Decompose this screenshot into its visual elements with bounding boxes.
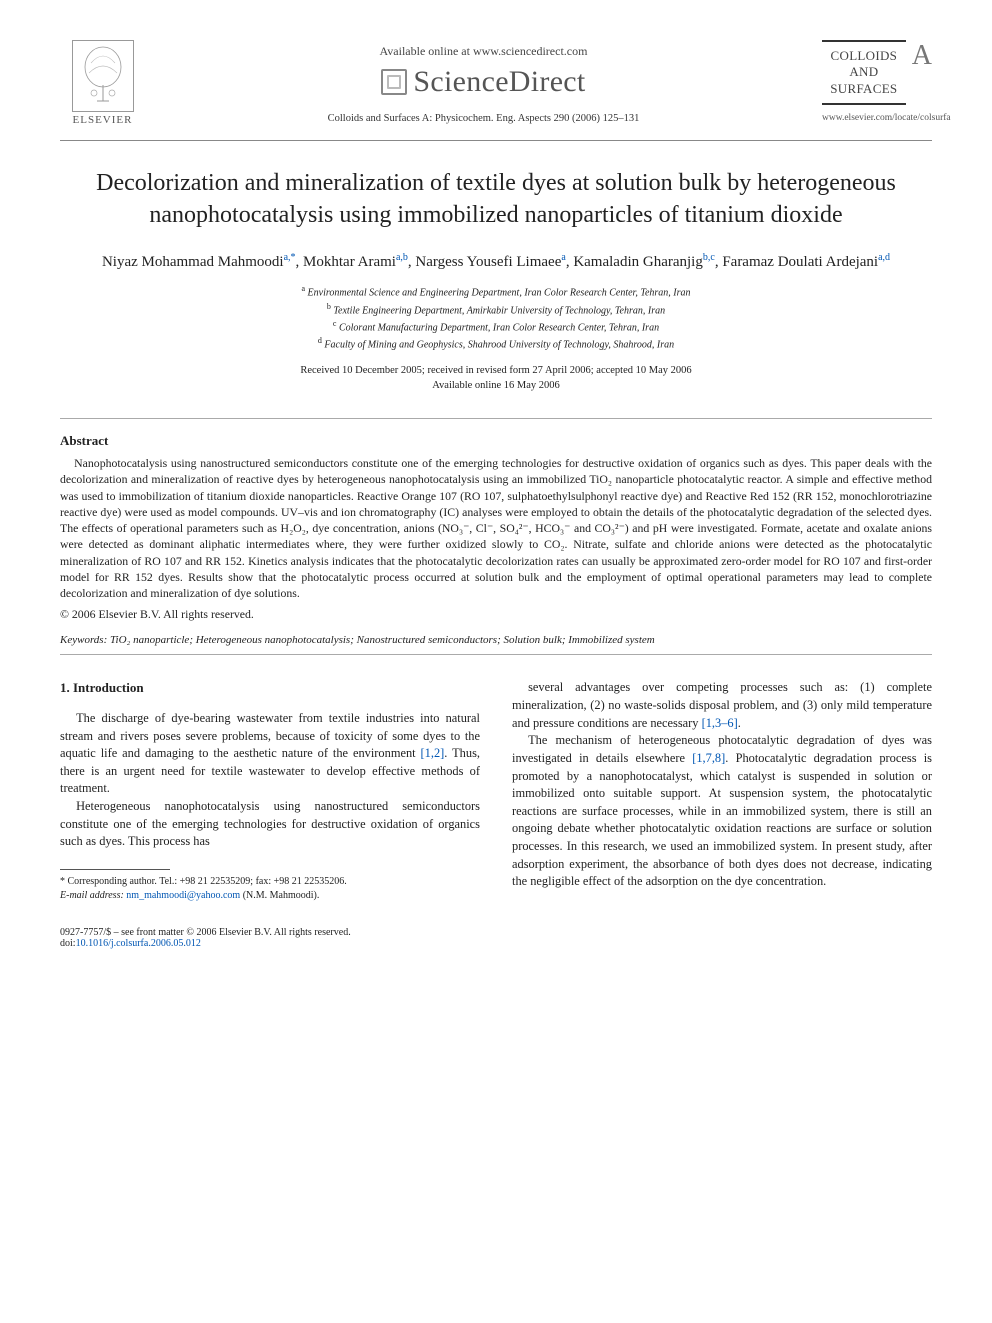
author-affil-mark[interactable]: a,d — [878, 252, 890, 263]
corresponding-author-text: * Corresponding author. Tel.: +98 21 225… — [60, 875, 480, 889]
doi-link[interactable]: 10.1016/j.colsurfa.2006.05.012 — [76, 938, 201, 949]
sciencedirect-icon — [381, 69, 407, 95]
left-column: 1. Introduction The discharge of dye-bea… — [60, 679, 480, 902]
corresponding-footnote: * Corresponding author. Tel.: +98 21 225… — [60, 875, 480, 903]
elsevier-logo: ELSEVIER — [60, 40, 145, 126]
author-name: Faramaz Doulati Ardejani — [722, 254, 878, 270]
keywords-line: Keywords: TiO₂ nanoparticle; Heterogeneo… — [60, 634, 932, 646]
affiliation-line: b Textile Engineering Department, Amirka… — [60, 301, 932, 318]
keywords-text: TiO₂ nanoparticle; Heterogeneous nanopho… — [110, 634, 655, 646]
journal-logo-series-letter: A — [912, 40, 932, 72]
journal-reference: Colloids and Surfaces A: Physicochem. En… — [145, 113, 822, 124]
keywords-label: Keywords: — [60, 634, 107, 646]
body-paragraph: The mechanism of heterogeneous photocata… — [512, 732, 932, 890]
author-name: Mokhtar Arami — [303, 254, 396, 270]
affiliation-line: d Faculty of Mining and Geophysics, Shah… — [60, 335, 932, 352]
citation-link[interactable]: [1,7,8] — [692, 751, 725, 765]
body-paragraph: several advantages over competing proces… — [512, 679, 932, 732]
author-affil-mark[interactable]: a — [561, 252, 565, 263]
journal-logo-line3: SURFACES — [822, 81, 906, 97]
divider-bottom — [60, 654, 932, 655]
citation-link[interactable]: [1,2] — [421, 746, 445, 760]
dates-line1: Received 10 December 2005; received in r… — [60, 363, 932, 379]
divider-top — [60, 418, 932, 419]
author-name: Niyaz Mohammad Mahmoodi — [102, 254, 284, 270]
journal-logo-line2: AND — [822, 64, 906, 80]
author-name: Kamaladin Gharanjig — [573, 254, 703, 270]
author-affil-mark[interactable]: b,c — [703, 252, 715, 263]
journal-header: ELSEVIER Available online at www.science… — [60, 40, 932, 141]
body-paragraph: Heterogeneous nanophotocatalysis using n… — [60, 798, 480, 851]
elsevier-tree-icon — [72, 40, 134, 112]
author-affil-mark[interactable]: a,b — [396, 252, 408, 263]
header-center: Available online at www.sciencedirect.co… — [145, 40, 822, 124]
journal-cover-logo: COLLOIDS AND SURFACES A www.elsevier.com… — [822, 40, 932, 123]
corresponding-email-link[interactable]: nm_mahmoodi@yahoo.com — [126, 890, 240, 901]
sciencedirect-logo: ScienceDirect — [381, 65, 585, 99]
footer-block: 0927-7757/$ – see front matter © 2006 El… — [60, 927, 932, 949]
journal-url: www.elsevier.com/locate/colsurfa — [822, 113, 932, 123]
email-suffix: (N.M. Mahmoodi). — [243, 890, 320, 901]
email-label: E-mail address: — [60, 890, 124, 901]
abstract-copyright: © 2006 Elsevier B.V. All rights reserved… — [60, 607, 932, 622]
body-paragraph: The discharge of dye-bearing wastewater … — [60, 710, 480, 798]
right-column: several advantages over competing proces… — [512, 679, 932, 902]
author-name: Nargess Yousefi Limaee — [415, 254, 561, 270]
available-online-text: Available online at www.sciencedirect.co… — [145, 44, 822, 59]
abstract-heading: Abstract — [60, 433, 932, 449]
footnote-rule — [60, 869, 170, 870]
journal-logo-line1: COLLOIDS — [822, 48, 906, 64]
doi-label: doi: — [60, 938, 76, 949]
citation-link[interactable]: [1,3–6] — [702, 716, 738, 730]
issn-line: 0927-7757/$ – see front matter © 2006 El… — [60, 927, 932, 938]
sciencedirect-label: ScienceDirect — [413, 65, 585, 99]
elsevier-label: ELSEVIER — [73, 114, 133, 126]
affiliation-line: c Colorant Manufacturing Department, Ira… — [60, 318, 932, 335]
abstract-body: Nanophotocatalysis using nanostructured … — [60, 455, 932, 601]
body-columns: 1. Introduction The discharge of dye-bea… — [60, 679, 932, 902]
author-list: Niyaz Mohammad Mahmoodia,*, Mokhtar Aram… — [60, 250, 932, 274]
section-1-heading: 1. Introduction — [60, 679, 480, 697]
article-title: Decolorization and mineralization of tex… — [60, 167, 932, 232]
affiliation-list: a Environmental Science and Engineering … — [60, 283, 932, 352]
article-dates: Received 10 December 2005; received in r… — [60, 363, 932, 395]
affiliation-line: a Environmental Science and Engineering … — [60, 283, 932, 300]
author-affil-mark[interactable]: a,* — [284, 252, 296, 263]
dates-line2: Available online 16 May 2006 — [60, 378, 932, 394]
